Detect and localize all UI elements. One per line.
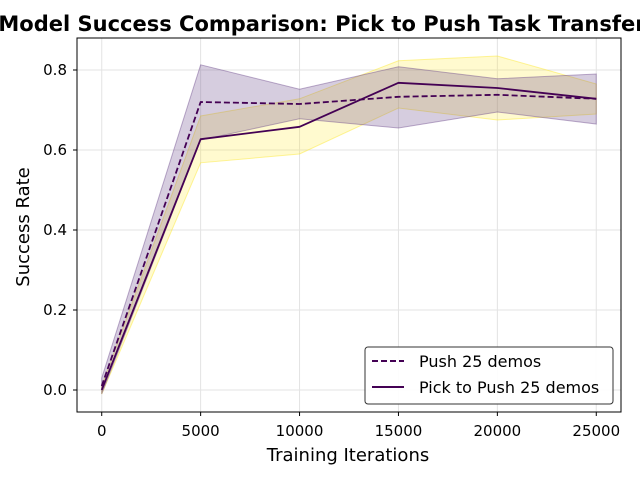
x-tick-label: 20000	[474, 422, 522, 440]
legend: Push 25 demos Pick to Push 25 demos	[364, 346, 614, 405]
confidence-bands	[101, 55, 597, 395]
line-push-25-demos	[100, 93, 597, 387]
x-tick-label: 15000	[375, 422, 423, 440]
plot-area	[76, 37, 622, 413]
x-tick-label: 25000	[572, 422, 620, 440]
y-tick-label: 0.2	[43, 301, 67, 319]
chart-title: Model Success Comparison: Pick to Push T…	[0, 12, 640, 36]
x-tick-label: 0	[97, 422, 107, 440]
legend-label-push-25-demos: Push 25 demos	[419, 352, 541, 371]
band-pick-to-push-25-demos	[101, 55, 597, 395]
x-tick-label: 5000	[182, 422, 220, 440]
grid	[77, 38, 621, 412]
y-tick-label: 0.8	[43, 61, 67, 79]
y-tick-label: 0.0	[43, 381, 67, 399]
x-axis-ticks: 0 5000 10000 15000 20000 25000	[97, 412, 620, 440]
legend-label-pick-to-push-25-demos: Pick to Push 25 demos	[419, 378, 599, 397]
plot-frame	[76, 37, 622, 413]
y-tick-label: 0.6	[43, 141, 67, 159]
series-lines	[100, 81, 597, 391]
x-axis-label: Training Iterations	[266, 445, 429, 466]
y-axis-ticks: 0.0 0.2 0.4 0.6 0.8	[43, 61, 77, 399]
legend-box	[364, 346, 614, 405]
x-tick-label: 10000	[276, 422, 324, 440]
y-axis-label: Success Rate	[13, 167, 34, 286]
y-tick-label: 0.4	[43, 221, 67, 239]
band-push-25-demos	[101, 64, 597, 395]
line-pick-to-push-25-demos	[100, 81, 597, 391]
